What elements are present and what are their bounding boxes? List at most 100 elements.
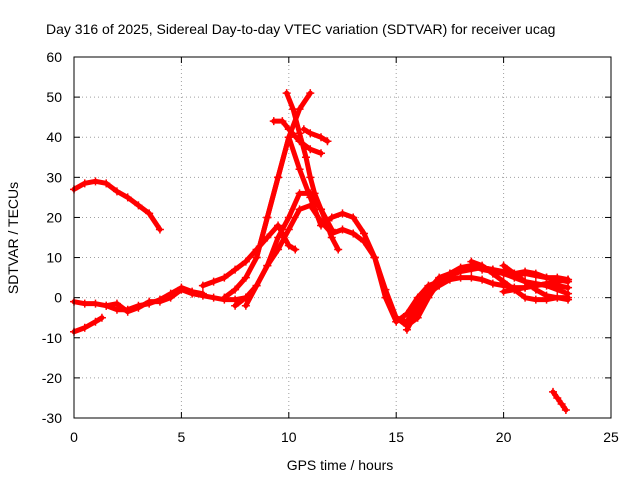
data-point — [392, 313, 401, 322]
data-point — [134, 301, 143, 310]
data-point — [198, 281, 207, 290]
data-point — [284, 213, 293, 222]
data-point — [80, 179, 89, 188]
y-tick-label: -20 — [42, 370, 62, 386]
data-point — [402, 325, 411, 334]
data-point — [553, 393, 562, 402]
series-track-1 — [70, 177, 164, 234]
x-tick-label: 5 — [178, 429, 186, 445]
y-tick-label: 40 — [46, 129, 62, 145]
data-point — [284, 133, 293, 142]
data-point — [177, 283, 186, 292]
data-point — [295, 129, 304, 138]
data-point — [209, 277, 218, 286]
data-point — [349, 213, 358, 222]
series-track-12 — [282, 89, 343, 254]
data-point — [435, 277, 444, 286]
data-point — [80, 323, 89, 332]
data-point — [220, 273, 229, 282]
data-point — [188, 287, 197, 296]
data-point — [241, 273, 250, 282]
data-point — [291, 245, 300, 254]
data-point — [531, 269, 540, 278]
data-point — [553, 285, 562, 294]
data-point — [91, 317, 100, 326]
data-point — [102, 179, 111, 188]
data-point — [310, 189, 319, 198]
data-point — [467, 265, 476, 274]
y-tick-label: 30 — [46, 169, 62, 185]
data-point — [478, 261, 487, 270]
data-point — [381, 285, 390, 294]
data-point — [478, 275, 487, 284]
data-point — [166, 289, 175, 298]
data-point — [317, 133, 326, 142]
data-point — [349, 229, 358, 238]
data-point — [467, 257, 476, 266]
data-point — [531, 295, 540, 304]
data-point — [102, 301, 111, 310]
data-point — [274, 233, 283, 242]
x-tick-label: 20 — [496, 429, 512, 445]
data-point — [306, 173, 315, 182]
data-point — [263, 261, 272, 270]
data-point — [220, 293, 229, 302]
data-point — [334, 245, 343, 254]
series-track-8 — [252, 89, 315, 262]
data-point — [323, 137, 332, 146]
plot-frame — [73, 56, 612, 419]
data-point — [306, 145, 315, 154]
axis-ticks: 0 5 10 15 20 25 -30 -20 -10 0 10 20 30 40 50 60 — [42, 49, 619, 445]
series-track — [254, 90, 313, 261]
y-tick-label: -30 — [42, 410, 62, 426]
data-point — [145, 209, 154, 218]
data-point — [209, 293, 218, 302]
data-point — [284, 241, 293, 250]
data-point — [198, 289, 207, 298]
data-point — [231, 285, 240, 294]
data-point — [317, 205, 326, 214]
data-point — [274, 173, 283, 182]
data-point — [289, 105, 298, 114]
data-point — [252, 281, 261, 290]
data-point — [306, 89, 315, 98]
data-point — [370, 253, 379, 262]
data-point — [97, 313, 106, 322]
data-point — [295, 205, 304, 214]
data-point — [521, 293, 530, 302]
x-tick-label: 25 — [603, 429, 619, 445]
data-point — [561, 405, 570, 414]
data-point — [306, 201, 315, 210]
data-point — [123, 193, 132, 202]
series-track — [103, 285, 206, 313]
data-point — [499, 277, 508, 286]
data-point — [510, 269, 519, 278]
data-point — [274, 245, 283, 254]
y-tick-label: 50 — [46, 89, 62, 105]
x-axis-label: GPS time / hours — [287, 457, 394, 473]
data-point — [282, 89, 291, 98]
data-point — [155, 295, 164, 304]
grid — [74, 57, 611, 418]
series-track-20 — [549, 387, 570, 414]
data-point — [327, 213, 336, 222]
data-point — [80, 299, 89, 308]
data-point — [263, 233, 272, 242]
data-point — [145, 299, 154, 308]
data-point — [531, 281, 540, 290]
data-point — [274, 221, 283, 230]
data-point — [338, 225, 347, 234]
data-point — [252, 253, 261, 262]
y-tick-label: 60 — [46, 49, 62, 65]
data-point — [241, 257, 250, 266]
data-point — [488, 279, 497, 288]
data-point — [231, 265, 240, 274]
data-point — [564, 295, 573, 304]
data-point — [301, 153, 310, 162]
data-point — [499, 287, 508, 296]
series-track-11 — [299, 125, 332, 146]
data-point — [521, 267, 530, 276]
data-point — [564, 275, 573, 284]
